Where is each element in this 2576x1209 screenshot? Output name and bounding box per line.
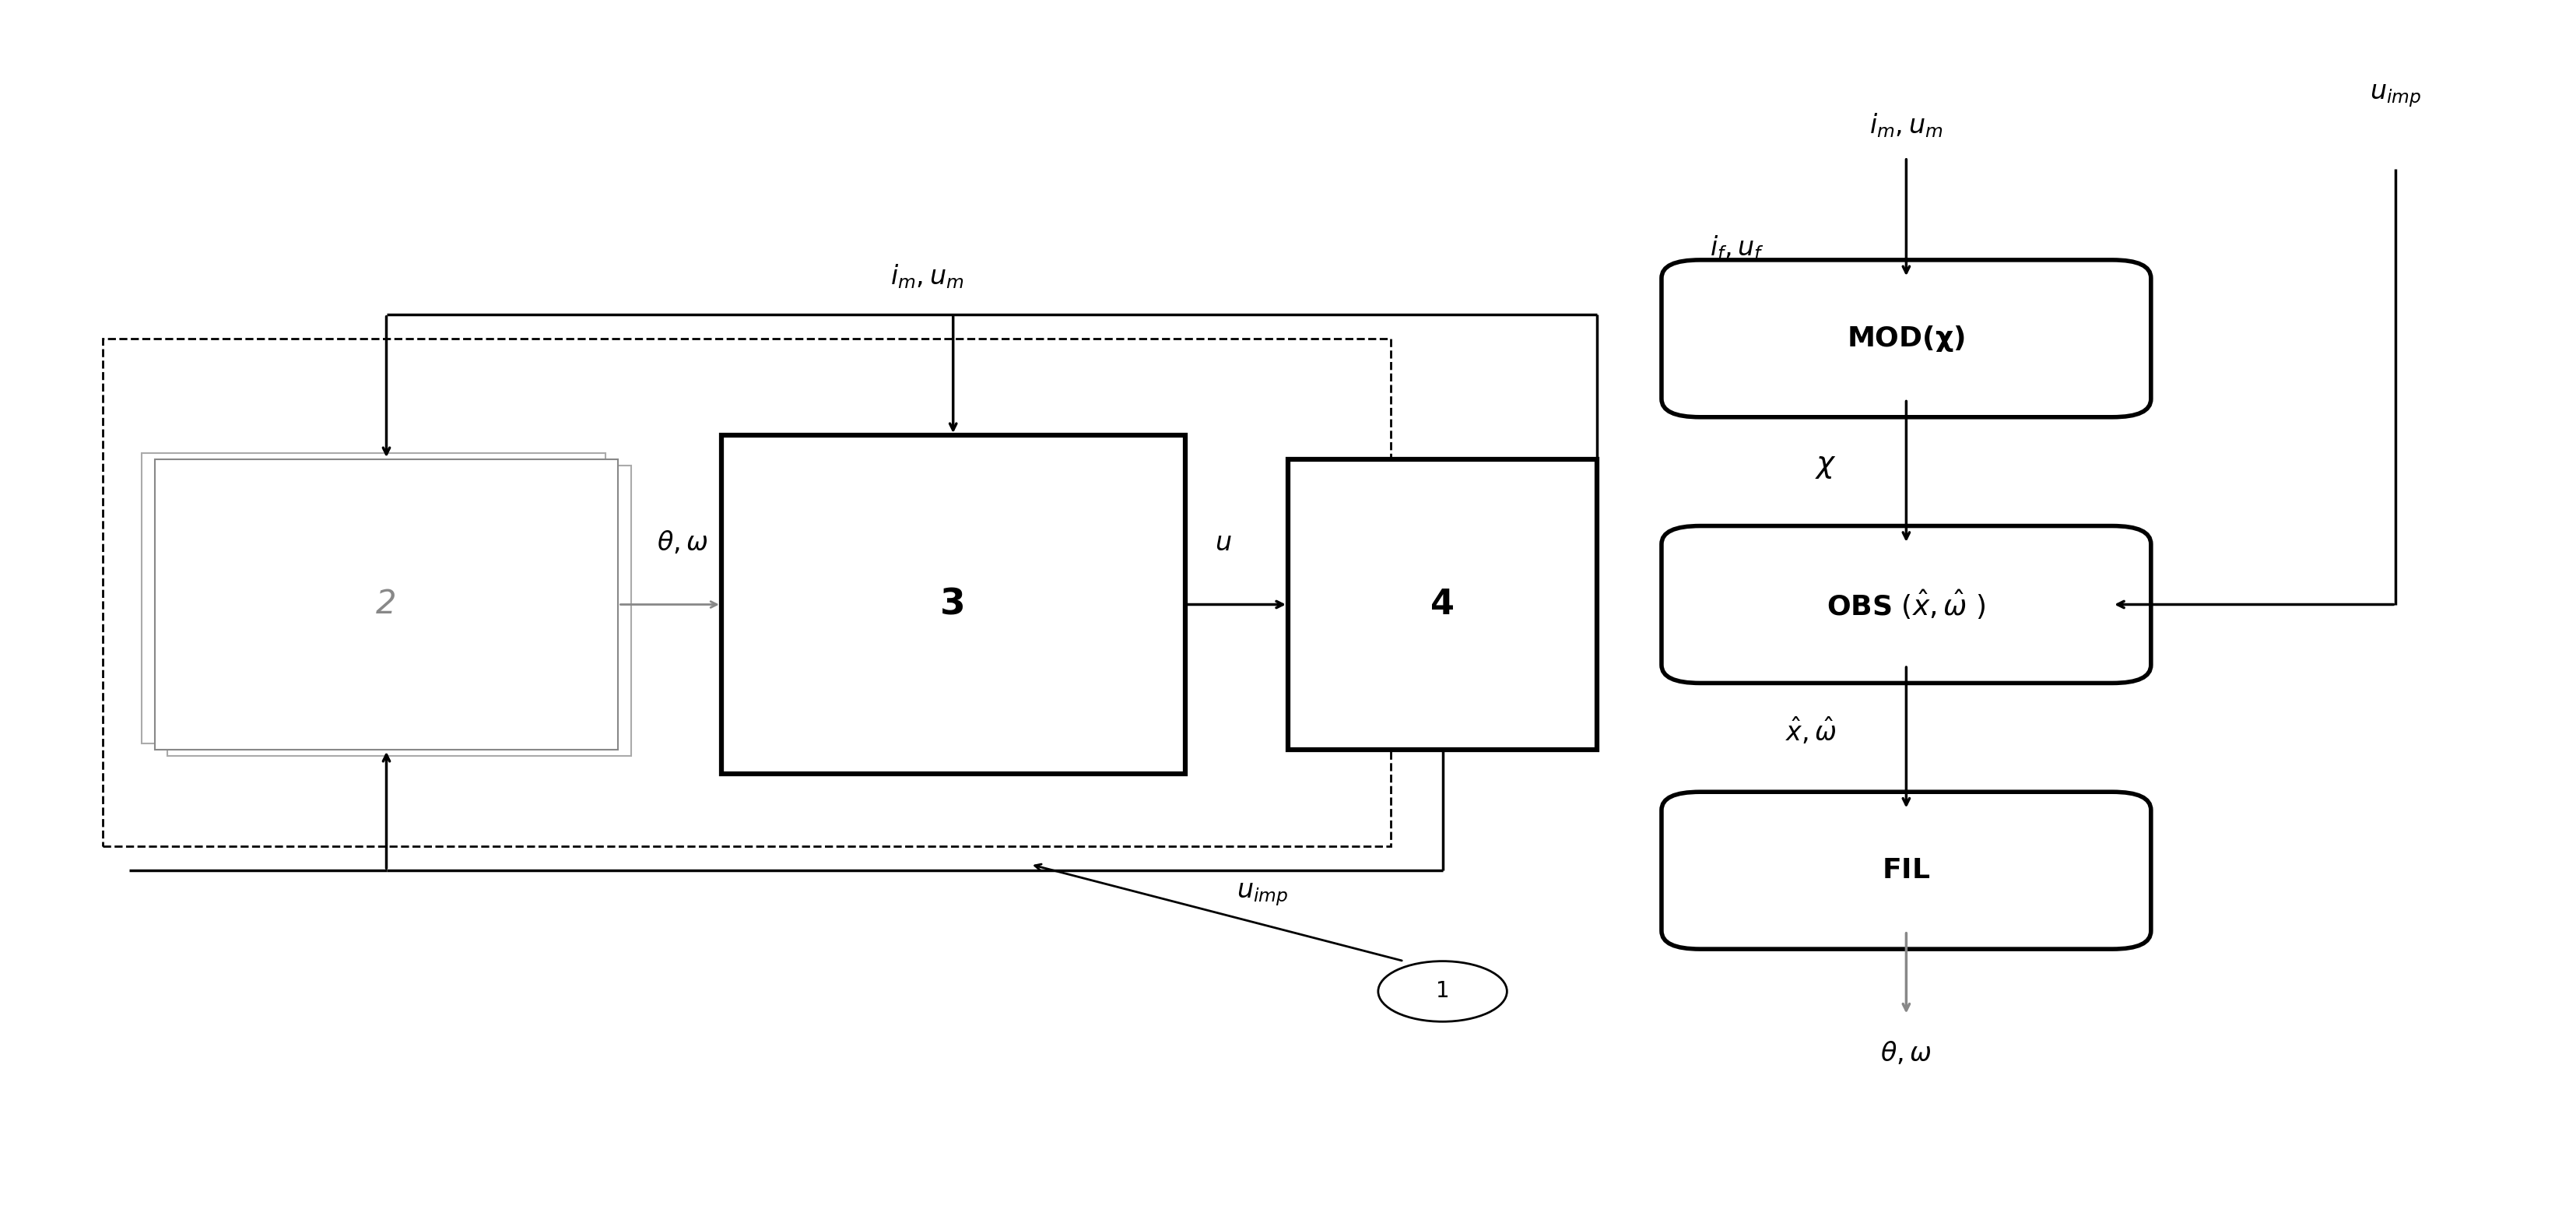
Text: 3: 3 — [940, 588, 966, 621]
Bar — [103, 339, 1391, 846]
FancyBboxPatch shape — [1662, 792, 2151, 949]
Text: $\hat{x}, \hat{\omega}$: $\hat{x}, \hat{\omega}$ — [1785, 716, 1837, 747]
FancyBboxPatch shape — [1662, 260, 2151, 417]
Text: $u_{imp}$: $u_{imp}$ — [1236, 881, 1288, 908]
Bar — [1288, 459, 1597, 750]
Bar — [167, 465, 631, 756]
Bar — [155, 459, 618, 750]
Text: $i_m, u_m$: $i_m, u_m$ — [1870, 111, 1942, 139]
Text: 2: 2 — [376, 588, 397, 621]
Text: $\mathbf{OBS}\ (\hat{x}, \hat{\omega}\ )$: $\mathbf{OBS}\ (\hat{x}, \hat{\omega}\ )… — [1826, 588, 1986, 621]
Text: $\mathbf{MOD(\chi)}$: $\mathbf{MOD(\chi)}$ — [1847, 324, 1965, 353]
Text: $i_f, u_f$: $i_f, u_f$ — [1710, 235, 1765, 261]
Text: $i_m, u_m$: $i_m, u_m$ — [891, 262, 963, 290]
Text: $u_{imp}$: $u_{imp}$ — [2370, 82, 2421, 109]
Text: $\theta, \omega$: $\theta, \omega$ — [657, 530, 708, 556]
Bar — [142, 453, 605, 744]
Text: 4: 4 — [1430, 588, 1455, 621]
Text: $\chi$: $\chi$ — [1816, 451, 1837, 480]
Text: $u$: $u$ — [1216, 531, 1231, 556]
FancyBboxPatch shape — [1662, 526, 2151, 683]
Text: $\theta, \omega$: $\theta, \omega$ — [1880, 1040, 1932, 1066]
Bar — [721, 435, 1185, 774]
Text: 1: 1 — [1435, 980, 1450, 1002]
Text: $\mathbf{FIL}$: $\mathbf{FIL}$ — [1883, 857, 1929, 884]
